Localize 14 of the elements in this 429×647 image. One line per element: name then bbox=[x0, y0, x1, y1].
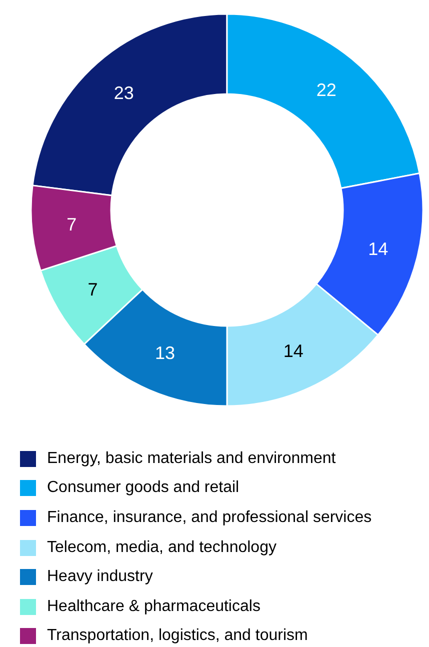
legend-label: Telecom, media, and technology bbox=[47, 538, 276, 557]
data-label: 7 bbox=[88, 279, 98, 300]
legend-label: Healthcare & pharmaceuticals bbox=[47, 598, 260, 616]
legend-label: Consumer goods and retail bbox=[47, 479, 240, 498]
legend-label: Energy, basic materials and environment bbox=[47, 450, 336, 468]
data-label: 22 bbox=[316, 80, 336, 100]
data-label: 13 bbox=[155, 343, 176, 364]
legend-label: Heavy industry bbox=[47, 568, 153, 586]
legend-label: Finance, insurance, and professional services bbox=[47, 508, 372, 527]
data-label: 14 bbox=[283, 341, 304, 362]
data-label: 14 bbox=[368, 238, 388, 259]
data-label: 23 bbox=[114, 82, 134, 103]
data-label: 7 bbox=[66, 214, 77, 235]
legend-label: Transportation, logistics, and tourism bbox=[47, 627, 308, 646]
